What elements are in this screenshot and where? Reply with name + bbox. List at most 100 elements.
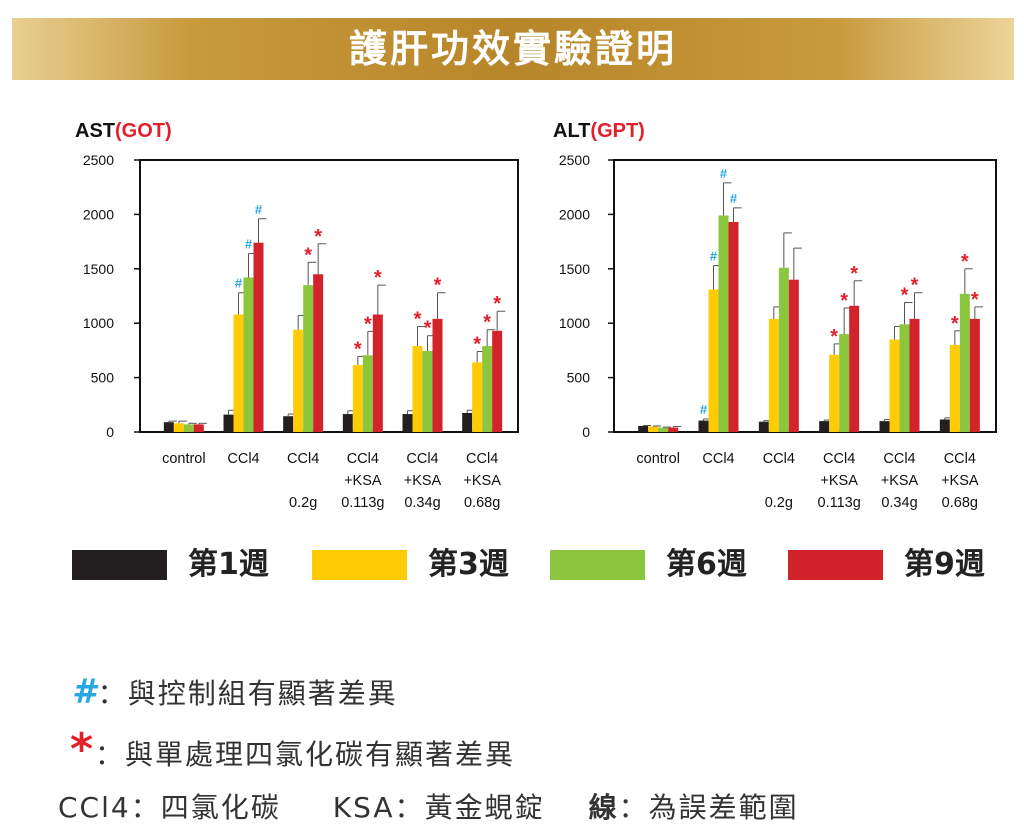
alt-bar (969, 318, 980, 432)
alt-x-tick-label: CCl4 (702, 451, 734, 467)
alt-y-tick-label: 0 (582, 424, 590, 440)
alt-bar (899, 324, 910, 432)
alt-title-suffix: (GPT) (590, 120, 644, 142)
ast-x-tick-label: control (162, 451, 206, 467)
ast-x-tick-label: 0.68g (464, 495, 500, 511)
alt-star-mark: * (840, 290, 848, 312)
ast-bar (193, 424, 204, 432)
alt-x-tick-label: 0.34g (881, 495, 917, 511)
ast-bar (492, 330, 503, 432)
alt-star-mark: * (830, 326, 838, 348)
banner-title: 護肝功效實驗證明 (348, 27, 677, 71)
alt-bar (758, 421, 769, 432)
ast-bar (223, 414, 234, 432)
ast-y-tick-label: 2000 (83, 206, 114, 222)
legend-swatch-week1 (72, 550, 167, 580)
note-star: *：與單處理四氯化碳有顯著差異 (70, 724, 515, 775)
alt-x-tick-label: +KSA (820, 473, 858, 489)
alt-bar (788, 279, 799, 432)
alt-x-tick-label: 0.68g (942, 495, 978, 511)
alt-bar (819, 421, 830, 432)
line-text: 為誤差範圍 (648, 791, 799, 824)
ast-y-tick-label: 2500 (83, 152, 114, 168)
ast-x-tick-label: CCl4 (406, 451, 438, 467)
note-star-text: 與單處理四氯化碳有顯著差異 (125, 738, 516, 771)
alt-hash-mark: # (730, 191, 738, 206)
alt-bar (648, 426, 659, 432)
ast-bar (362, 355, 373, 432)
ccl4-text: 四氯化碳 (160, 791, 281, 824)
alt-x-tick-label: +KSA (881, 473, 919, 489)
alt-bar (909, 318, 920, 432)
ast-hash-mark: # (245, 237, 253, 252)
ast-star-mark: * (473, 333, 481, 355)
alt-bar (849, 305, 860, 432)
ast-y-tick-label: 1500 (83, 261, 114, 277)
ast-bar (173, 423, 184, 432)
legend-label-week3: 第3週 (428, 547, 509, 582)
ast-bar (233, 314, 244, 432)
ast-bar (432, 318, 443, 432)
ast-bar (412, 346, 423, 432)
alt-bar (658, 427, 669, 432)
legend-label-week9: 第9週 (904, 547, 985, 582)
alt-plot-frame (613, 159, 997, 433)
alt-chart-title: ALT(GPT) (553, 120, 645, 142)
note-sep: ： (97, 677, 128, 710)
note-hash-text: 與控制組有顯著差異 (127, 677, 398, 710)
note-abbreviations: CCl4：四氯化碳 KSA：黃金蜆錠 線：為誤差範圍 (58, 786, 799, 826)
alt-star-mark: * (971, 289, 979, 311)
alt-x-tick-label: CCl4 (944, 451, 976, 467)
ast-x-tick-label: 0.2g (289, 495, 317, 511)
alt-y-tick-label: 2500 (559, 152, 590, 168)
alt-bar (698, 420, 709, 432)
alt-star-mark: * (951, 313, 959, 335)
legend-swatch-week6 (550, 550, 645, 580)
ast-star-mark: * (304, 244, 312, 266)
alt-star-mark: * (911, 275, 919, 297)
alt-bar (949, 344, 960, 432)
alt-hash-mark: # (700, 402, 708, 417)
alt-bar (768, 318, 779, 432)
ast-star-mark: * (434, 275, 442, 297)
alt-bar (829, 354, 840, 432)
alt-bar (959, 293, 970, 432)
ast-bar (163, 422, 174, 432)
note-sep: ： (130, 791, 161, 824)
note-sep: ： (394, 791, 425, 824)
ast-x-tick-label: 0.34g (404, 495, 440, 511)
ast-bar (352, 365, 363, 432)
ast-bar (253, 242, 264, 432)
ast-hash-mark: # (235, 276, 243, 291)
ast-title-suffix: (GOT) (115, 120, 172, 142)
ast-y-tick-label: 0 (106, 424, 114, 440)
alt-bar (889, 339, 900, 432)
alt-title-main: ALT (553, 120, 590, 142)
ast-x-tick-label: CCl4 (466, 451, 498, 467)
alt-x-tick-label: 0.2g (765, 495, 793, 511)
alt-bar (728, 222, 739, 432)
ast-star-mark: * (374, 267, 382, 289)
title-banner: 護肝功效實驗證明 (12, 18, 1014, 80)
ast-bar (303, 285, 314, 432)
hash-symbol: # (72, 672, 98, 712)
alt-y-tick-label: 500 (567, 370, 591, 386)
legend-label-week1: 第1週 (188, 547, 269, 582)
alt-x-tick-label: CCl4 (823, 451, 855, 467)
ast-bar (183, 424, 194, 432)
alt-y-tick-label: 1500 (559, 261, 590, 277)
ast-x-tick-label: CCl4 (287, 451, 319, 467)
alt-star-mark: * (901, 285, 909, 307)
legend-swatch-week9 (788, 550, 883, 580)
ast-title-main: AST (75, 120, 115, 142)
ksa-text: 黃金蜆錠 (424, 791, 545, 824)
alt-y-tick-label: 1000 (559, 315, 590, 331)
ast-star-mark: * (354, 338, 362, 360)
ast-bar (313, 274, 324, 432)
ast-star-mark: * (493, 293, 501, 315)
ksa-key: KSA (332, 791, 395, 824)
alt-bar (879, 421, 890, 432)
ast-bar (243, 277, 254, 432)
ast-bar (422, 350, 433, 432)
ast-bar (462, 412, 473, 432)
